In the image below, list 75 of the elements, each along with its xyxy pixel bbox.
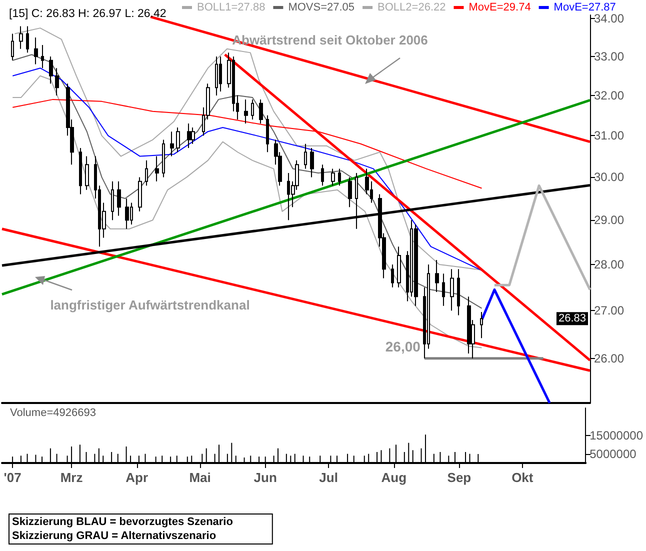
candlestick: [162, 139, 165, 178]
candlestick: [34, 36, 38, 65]
candlestick: [442, 273, 445, 306]
candlestick: [435, 260, 439, 292]
candlestick: [111, 180, 114, 221]
x-tick-label: Aug: [381, 470, 407, 485]
y-tick-label: 34.00: [594, 12, 624, 26]
candlestick: [26, 26, 29, 54]
candlestick: [304, 143, 307, 170]
legend-label: MOVS=27.05: [288, 2, 355, 14]
candlestick: [331, 168, 335, 186]
candlestick: [125, 198, 129, 230]
legend-label: MovE=29.74: [468, 2, 531, 14]
candlestick: [467, 296, 471, 354]
legend-label: MovE=27.87: [554, 2, 616, 14]
chart-title: [15] C: 26.83 H: 26.97 L: 26.42: [9, 8, 166, 20]
candlestick: [251, 98, 254, 120]
y-tick-label: 33.00: [594, 50, 624, 64]
candlestick: [49, 56, 53, 84]
annotation: Abwärtstrend seit Oktober 2006: [232, 32, 428, 48]
y-tick-label: 32.00: [594, 88, 624, 102]
candlestick: [191, 127, 195, 144]
x-tick-label: Jun: [254, 470, 277, 485]
candlestick: [397, 246, 401, 288]
candlestick: [338, 168, 341, 186]
candlestick: [11, 33, 14, 61]
y-tick-label: 30.00: [594, 170, 624, 184]
annotation: langfristiger Aufwärtstrendkanal: [50, 298, 250, 312]
x-tick-label: Jul: [319, 470, 338, 485]
x-tick-label: Okt: [512, 470, 534, 485]
x-tick-label: Apr: [126, 470, 148, 485]
text: Skizzierung BLAU = bevorzugtes Szenario: [12, 516, 234, 528]
y-tick-label: 31.00: [594, 128, 624, 143]
candlestick: [348, 176, 352, 208]
x-tick-label: '07: [4, 470, 22, 485]
candlestick: [187, 122, 191, 148]
x-tick-label: Mrz: [60, 470, 84, 485]
legend-label: BOLL2=26.22: [378, 2, 446, 14]
candlestick: [450, 268, 454, 312]
candlestick: [145, 160, 148, 186]
candlestick: [155, 156, 159, 182]
y-tick-label: 26.00: [594, 351, 624, 366]
candlestick: [266, 114, 269, 153]
candlestick: [19, 26, 23, 50]
x-tick-label: Sep: [447, 470, 472, 485]
candlestick: [79, 147, 82, 195]
line-series: [12, 68, 482, 271]
candlestick: [480, 312, 483, 339]
candlestick: [41, 44, 44, 69]
annotation: 26,00: [385, 338, 421, 354]
candlestick: [138, 176, 142, 212]
y-tick-label: 5000000: [590, 446, 637, 461]
legend-label: BOLL1=27.88: [197, 2, 266, 14]
y-tick-label: 15000000: [590, 428, 644, 442]
candlestick: [176, 127, 180, 153]
candlestick: [414, 224, 418, 306]
candlestick: [244, 98, 248, 124]
candlestick: [215, 56, 218, 96]
candlestick: [219, 56, 222, 92]
candlestick: [117, 180, 121, 216]
text: Skizzierung GRAU = Alternativszenario: [12, 530, 216, 542]
candlestick: [321, 164, 324, 186]
y-tick-label: 28.00: [594, 258, 624, 272]
candlestick: [170, 131, 174, 157]
y-tick-label: 27.00: [594, 304, 624, 318]
annotation: Volume=4926693: [10, 407, 96, 419]
annotation: 26.83: [558, 312, 586, 325]
candlestick: [391, 264, 394, 288]
candlestick: [457, 268, 460, 316]
x-tick-label: Mai: [189, 470, 211, 485]
candlestick: [55, 68, 59, 96]
y-tick-label: 29.00: [594, 213, 624, 228]
candlestick: [85, 156, 89, 190]
candlestick: [259, 98, 263, 124]
candlestick: [310, 147, 314, 178]
